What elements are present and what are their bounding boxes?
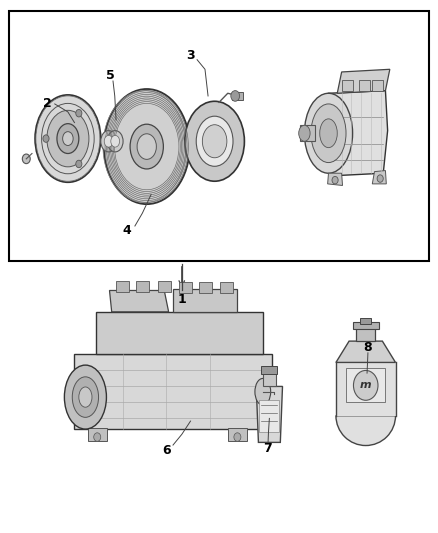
Bar <box>116 281 129 292</box>
Bar <box>259 400 279 432</box>
Text: 5: 5 <box>106 69 115 82</box>
Ellipse shape <box>137 134 156 159</box>
Ellipse shape <box>304 93 353 173</box>
Bar <box>199 282 212 293</box>
Polygon shape <box>328 91 388 176</box>
Ellipse shape <box>63 132 73 146</box>
Ellipse shape <box>79 387 92 407</box>
Polygon shape <box>336 341 396 362</box>
Ellipse shape <box>130 124 163 169</box>
Ellipse shape <box>231 91 240 101</box>
Ellipse shape <box>111 135 120 147</box>
Ellipse shape <box>72 377 99 417</box>
Polygon shape <box>372 171 386 184</box>
Text: m: m <box>360 381 371 390</box>
Ellipse shape <box>196 116 233 166</box>
Text: 7: 7 <box>263 442 272 455</box>
Ellipse shape <box>57 124 79 154</box>
Polygon shape <box>337 69 390 93</box>
Ellipse shape <box>64 365 106 429</box>
Bar <box>353 322 379 329</box>
Bar <box>360 318 371 324</box>
Ellipse shape <box>377 175 383 182</box>
Ellipse shape <box>185 101 244 181</box>
Bar <box>232 92 243 100</box>
Ellipse shape <box>101 131 117 152</box>
Polygon shape <box>173 289 237 312</box>
Polygon shape <box>256 386 283 442</box>
Bar <box>342 80 353 91</box>
Bar <box>336 362 396 416</box>
Ellipse shape <box>94 433 101 441</box>
Wedge shape <box>336 416 396 446</box>
Bar <box>220 282 233 293</box>
Bar <box>158 281 171 292</box>
Bar <box>346 368 385 402</box>
Ellipse shape <box>76 160 82 168</box>
Ellipse shape <box>104 135 113 147</box>
Bar <box>228 428 247 441</box>
Polygon shape <box>110 290 169 312</box>
Ellipse shape <box>22 154 30 164</box>
Ellipse shape <box>107 131 123 152</box>
Bar <box>261 366 277 374</box>
Ellipse shape <box>104 89 190 204</box>
Ellipse shape <box>332 176 338 184</box>
Ellipse shape <box>202 125 227 158</box>
Ellipse shape <box>35 95 101 182</box>
Bar <box>359 80 370 91</box>
Text: 6: 6 <box>162 444 171 457</box>
Bar <box>300 125 315 141</box>
Ellipse shape <box>43 135 49 142</box>
Text: 4: 4 <box>123 224 131 237</box>
Polygon shape <box>328 173 343 185</box>
Ellipse shape <box>47 110 89 167</box>
Bar <box>9 11 429 261</box>
Text: 2: 2 <box>43 98 52 110</box>
Ellipse shape <box>299 125 310 141</box>
Bar <box>263 373 276 386</box>
Text: 1: 1 <box>177 293 186 306</box>
Ellipse shape <box>353 370 378 400</box>
Bar <box>88 428 107 441</box>
Ellipse shape <box>234 433 241 441</box>
Text: 8: 8 <box>364 341 372 354</box>
Polygon shape <box>96 312 263 354</box>
Bar <box>179 282 192 293</box>
Ellipse shape <box>320 119 337 148</box>
Bar <box>372 80 383 91</box>
Bar <box>356 328 375 341</box>
Ellipse shape <box>76 109 82 117</box>
Ellipse shape <box>255 378 271 405</box>
Polygon shape <box>74 354 272 429</box>
Bar <box>136 281 149 292</box>
Text: 3: 3 <box>186 50 195 62</box>
Ellipse shape <box>311 104 346 163</box>
